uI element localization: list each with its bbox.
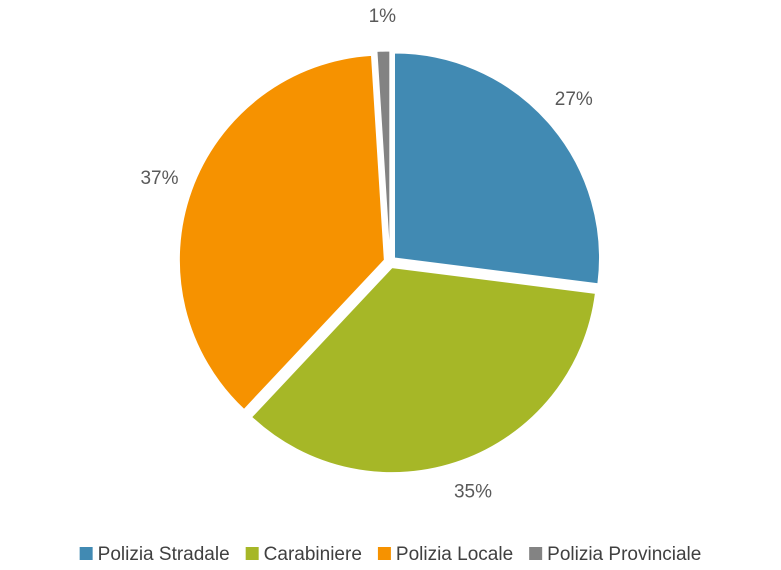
pie-slice: [394, 52, 600, 285]
legend-swatch: [245, 547, 259, 560]
data-label: 1%: [369, 6, 397, 27]
legend-label: Carabiniere: [264, 544, 362, 565]
legend-label: Polizia Provinciale: [547, 544, 701, 565]
legend-swatch: [79, 547, 93, 560]
legend-swatch: [377, 547, 391, 560]
legend-label: Polizia Locale: [396, 544, 513, 565]
pie-slice: [250, 267, 596, 474]
pie-slice: [178, 54, 385, 411]
legend-swatch: [529, 547, 543, 560]
data-label: 27%: [555, 89, 593, 110]
data-label: 35%: [454, 482, 492, 503]
pie-slice: [376, 50, 391, 257]
legend-label: Polizia Stradale: [98, 544, 230, 565]
data-label: 37%: [140, 168, 178, 189]
